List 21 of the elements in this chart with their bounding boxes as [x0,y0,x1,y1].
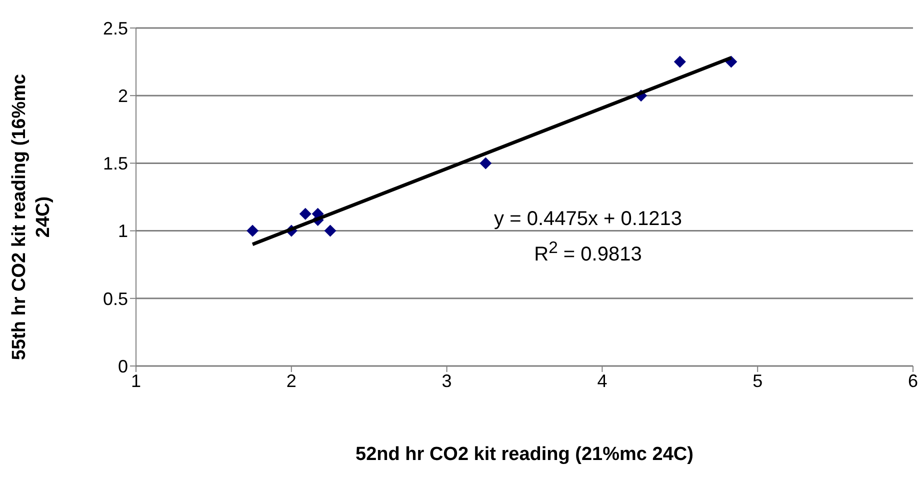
point [674,56,686,68]
y-tick-label: 0.5 [102,288,128,309]
x-tick-label: 4 [597,370,608,391]
point [324,224,336,237]
point [480,157,492,170]
y-tick-label: 2.5 [102,18,128,38]
x-tick-label: 3 [442,370,452,391]
x-tick-label: 1 [130,370,142,391]
point [299,208,312,220]
x-tick-label: 2 [286,370,296,391]
annotation: R$^{2}$ = 0.9813 [533,238,643,267]
x-tick-label: 6 [908,370,918,391]
point [246,224,259,237]
y-tick-label: 2 [118,86,128,106]
x-tick-label: 5 [752,370,763,391]
x-axis-title: 52nd hr CO2 kit reading (21%mc 24C) [354,444,694,466]
y-tick-label: 1.5 [102,154,128,174]
y-tick-label: 0 [118,356,128,376]
annotation: y = 0.4475x + 0.1213 [493,208,683,231]
y-axis-title: 55th hr CO2 kit reading (16%mc 24C) [8,72,55,362]
y-tick-label: 1 [118,221,128,242]
